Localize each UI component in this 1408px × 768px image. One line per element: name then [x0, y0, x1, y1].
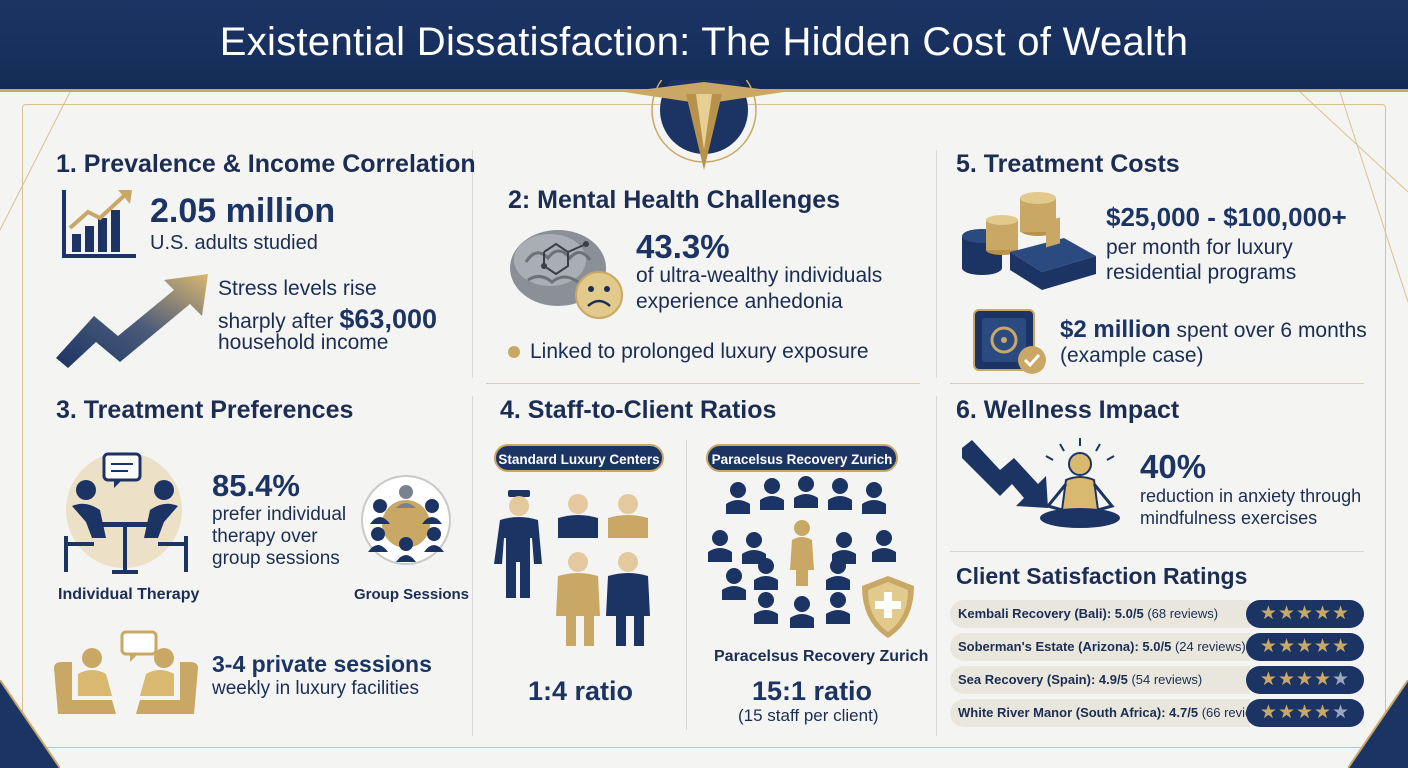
divider [936, 150, 937, 378]
stress-line-1: Stress levels rise [218, 277, 377, 300]
divider [950, 551, 1364, 552]
adults-studied-label: U.S. adults studied [150, 232, 318, 254]
rating-label: Soberman's Estate (Arizona): 5.0/5 (24 r… [950, 633, 1250, 661]
rating-label: Sea Recovery (Spain): 4.9/5 (54 reviews) [950, 666, 1250, 694]
group-sessions-icon [361, 475, 451, 565]
bar-chart-icon [62, 190, 136, 258]
rating-row: Kembali Recovery (Bali): 5.0/5 (68 revie… [950, 600, 1364, 628]
case-cost-suffix: spent over 6 months [1170, 319, 1367, 342]
anxiety-reduction-value: 40% [1140, 448, 1207, 485]
section-title-treatment-preferences: 3. Treatment Preferences [56, 396, 354, 424]
divider [686, 440, 687, 730]
star-rating-icon: ★★★★★ [1246, 666, 1364, 694]
rating-row: White River Manor (South Africa): 4.7/5 … [950, 699, 1364, 727]
anhedonia-value: 43.3% [636, 228, 730, 265]
private-sessions-value: 3-4 private sessions [212, 651, 432, 677]
section-title-wellness-impact: 6. Wellness Impact [956, 396, 1180, 424]
section-title-mental-health: 2: Mental Health Challenges [508, 186, 841, 214]
rating-name: Kembali Recovery (Bali): 5.0/5 [958, 606, 1144, 621]
individual-therapy-label: Individual Therapy [58, 586, 200, 603]
staff-ring-icon [708, 476, 896, 628]
divider [936, 396, 937, 736]
divider [472, 396, 473, 736]
meditation-icon [1040, 438, 1120, 528]
star-rating-icon: ★★★★★ [1246, 600, 1364, 628]
luxury-exposure-text: Linked to prolonged luxury exposure [530, 340, 869, 363]
stress-income-amount: $63,000 [339, 304, 437, 334]
section-title-staff-ratios: 4. Staff-to-Client Ratios [500, 396, 777, 424]
bullet-icon [508, 346, 520, 359]
rating-row: Sea Recovery (Spain): 4.9/5 (54 reviews)… [950, 666, 1364, 694]
section-title-treatment-costs: 5. Treatment Costs [956, 150, 1180, 178]
staff-group-icon [494, 490, 650, 646]
cost-line-2: residential programs [1106, 261, 1297, 284]
case-cost-amount: $2 million [1060, 316, 1171, 343]
private-sessions-label: weekly in luxury facilities [212, 678, 419, 699]
corner-decoration-bottom-right [1348, 680, 1408, 768]
preference-line-2: therapy over [212, 526, 318, 547]
money-stack-icon [962, 192, 1096, 290]
rating-name: Soberman's Estate (Arizona): 5.0/5 [958, 639, 1172, 654]
anxiety-line-1: reduction in anxiety through [1140, 486, 1362, 506]
anhedonia-line-1: of ultra-wealthy individuals [636, 264, 883, 287]
standard-ratio-value: 1:4 ratio [528, 676, 634, 706]
preference-line-3: group sessions [212, 548, 340, 569]
divider [950, 383, 1364, 384]
paracelsus-ratio-note: (15 staff per client) [738, 706, 879, 725]
rating-name: White River Manor (South Africa): 4.7/5 [958, 705, 1199, 720]
stress-line-2-prefix: sharply after [218, 310, 340, 333]
divider [486, 383, 920, 384]
individual-preference-value: 85.4% [212, 468, 300, 503]
corner-decoration-bottom-left [0, 680, 60, 768]
gold-line-decoration-right [1300, 92, 1408, 303]
rising-arrow-icon [56, 274, 208, 368]
paracelsus-caption: Paracelsus Recovery Zurich [714, 648, 929, 665]
gold-line-decoration-left [0, 92, 71, 231]
sad-face-icon [575, 271, 623, 319]
paracelsus-ratio-value: 15:1 ratio [752, 676, 873, 706]
rating-reviews: (24 reviews) [1174, 639, 1246, 654]
header-banner: Existential Dissatisfaction: The Hidden … [0, 0, 1408, 92]
stress-line-2: sharply after $63,000 [218, 304, 437, 335]
anhedonia-line-2: experience anhedonia [636, 290, 843, 313]
brain-icon [510, 230, 606, 306]
cost-line-1: per month for luxury [1106, 236, 1293, 259]
case-cost-line: $2 million spent over 6 months [1060, 316, 1367, 344]
rating-row: Soberman's Estate (Arizona): 5.0/5 (24 r… [950, 633, 1364, 661]
ratings-title: Client Satisfaction Ratings [956, 563, 1248, 589]
compass-emblem-icon [624, 80, 784, 170]
preference-line-1: prefer individual [212, 504, 347, 525]
group-sessions-label: Group Sessions [354, 586, 470, 603]
star-rating-icon: ★★★★★ [1246, 633, 1364, 661]
luxury-exposure-bullet: Linked to prolonged luxury exposure [508, 340, 869, 364]
rating-reviews: (54 reviews) [1131, 672, 1203, 687]
page-title: Existential Dissatisfaction: The Hidden … [219, 20, 1189, 64]
star-rating-icon: ★★★★★ [1246, 699, 1364, 727]
standard-centers-pill: Standard Luxury Centers [494, 444, 664, 472]
adults-studied-value: 2.05 million [150, 192, 336, 230]
private-session-icon [54, 630, 198, 714]
case-cost-note: (example case) [1060, 344, 1204, 367]
section-title-prevalence: 1. Prevalence & Income Correlation [56, 150, 476, 178]
stress-line-3: household income [218, 331, 389, 354]
down-arrow-icon [962, 440, 1048, 508]
rating-name: Sea Recovery (Spain): 4.9/5 [958, 672, 1128, 687]
rating-label: White River Manor (South Africa): 4.7/5 … [950, 699, 1272, 727]
safe-icon [973, 309, 1046, 374]
paracelsus-pill: Paracelsus Recovery Zurich [706, 444, 898, 472]
individual-therapy-icon [64, 452, 188, 574]
rating-reviews: (68 reviews) [1147, 606, 1219, 621]
anxiety-line-2: mindfulness exercises [1140, 508, 1318, 528]
rating-label: Kembali Recovery (Bali): 5.0/5 (68 revie… [950, 600, 1250, 628]
cost-range-value: $25,000 - $100,000+ [1106, 202, 1347, 232]
divider [472, 150, 473, 378]
shield-plus-icon [862, 576, 914, 638]
